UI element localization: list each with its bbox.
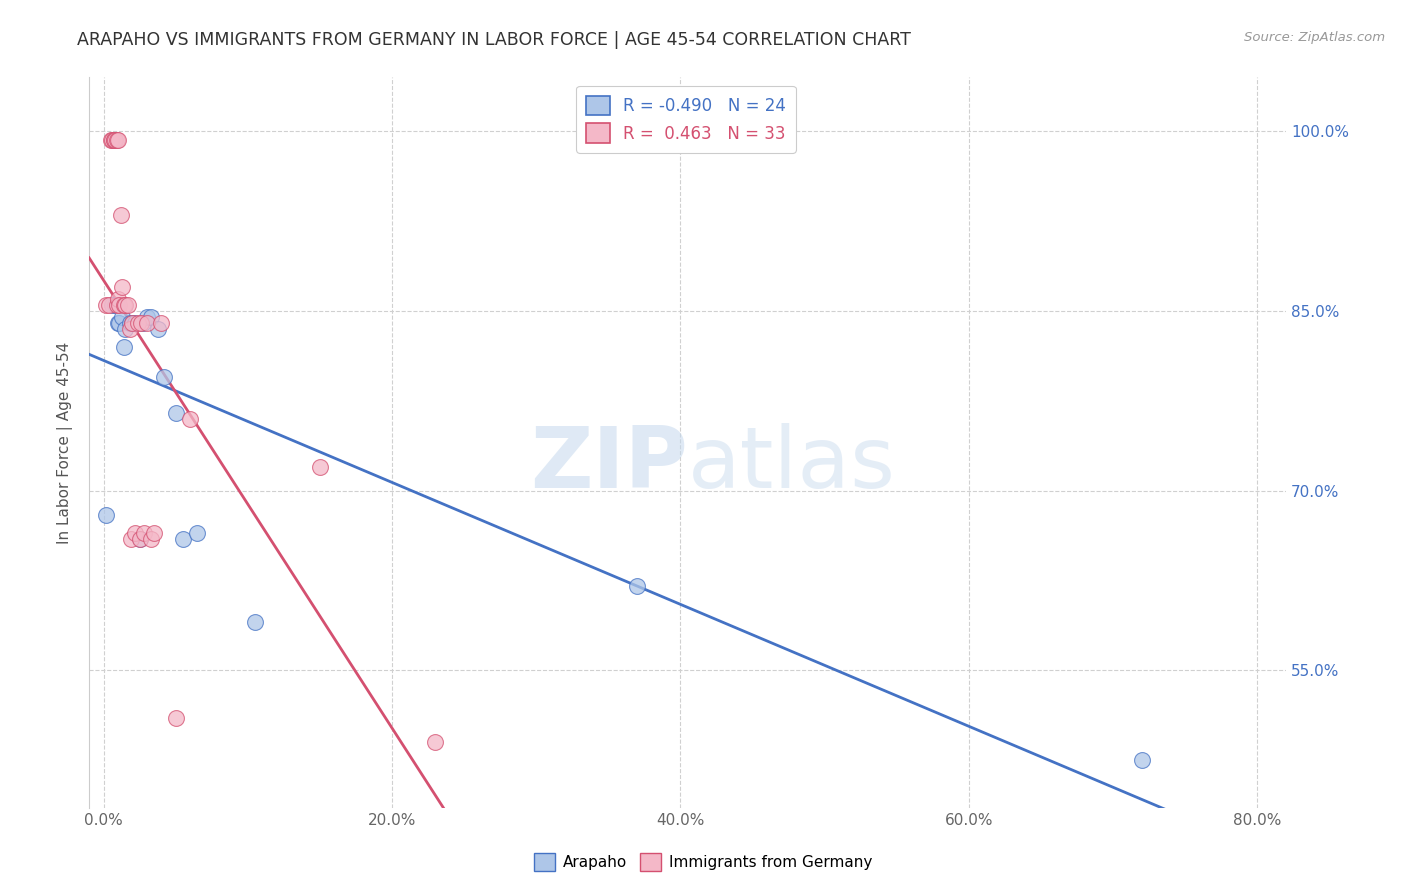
Point [141,532,163,546]
Point [121,316,143,330]
Point [186,525,208,540]
Point [129,316,152,330]
Point [108,298,131,312]
Point [128,532,150,546]
Point [179,412,201,426]
Point [107,316,129,330]
Point [105,298,128,312]
Point [148,322,170,336]
Point [96,298,118,312]
Legend: R = -0.490   N = 24, R =  0.463   N = 33: R = -0.490 N = 24, R = 0.463 N = 33 [576,86,796,153]
Point [153,370,176,384]
Point [120,532,142,546]
Point [1130,753,1153,767]
Y-axis label: In Labor Force | Age 45-54: In Labor Force | Age 45-54 [58,342,73,544]
Point [135,310,157,324]
Text: ZIP: ZIP [530,423,688,506]
Point [118,316,141,330]
Point [124,525,146,540]
Point [101,133,124,147]
Point [103,133,125,147]
Text: ARAPAHO VS IMMIGRANTS FROM GERMANY IN LABOR FORCE | AGE 45-54 CORRELATION CHART: ARAPAHO VS IMMIGRANTS FROM GERMANY IN LA… [77,31,911,49]
Point [132,525,155,540]
Point [107,292,129,306]
Point [98,298,121,312]
Point [112,298,135,312]
Point [131,316,153,330]
Point [143,525,166,540]
Point [117,298,139,312]
Point [110,208,132,222]
Point [127,316,149,330]
Point [105,298,128,312]
Point [165,711,187,725]
Point [135,316,157,330]
Point [150,316,173,330]
Point [165,406,187,420]
Point [114,298,136,312]
Point [111,310,134,324]
Point [128,532,150,546]
Point [104,298,127,312]
Point [626,580,648,594]
Point [308,459,330,474]
Point [96,508,118,522]
Point [121,316,143,330]
Point [104,133,127,147]
Point [141,310,163,324]
Text: atlas: atlas [688,423,896,506]
Point [101,298,124,312]
Point [100,133,122,147]
Legend: Arapaho, Immigrants from Germany: Arapaho, Immigrants from Germany [527,847,879,877]
Point [124,316,146,330]
Point [107,133,129,147]
Point [103,133,125,147]
Point [425,735,447,749]
Point [105,133,128,147]
Point [111,280,134,294]
Point [108,316,131,330]
Text: Source: ZipAtlas.com: Source: ZipAtlas.com [1244,31,1385,45]
Point [112,340,135,354]
Point [118,322,141,336]
Point [114,322,136,336]
Point [243,615,266,630]
Point [172,532,194,546]
